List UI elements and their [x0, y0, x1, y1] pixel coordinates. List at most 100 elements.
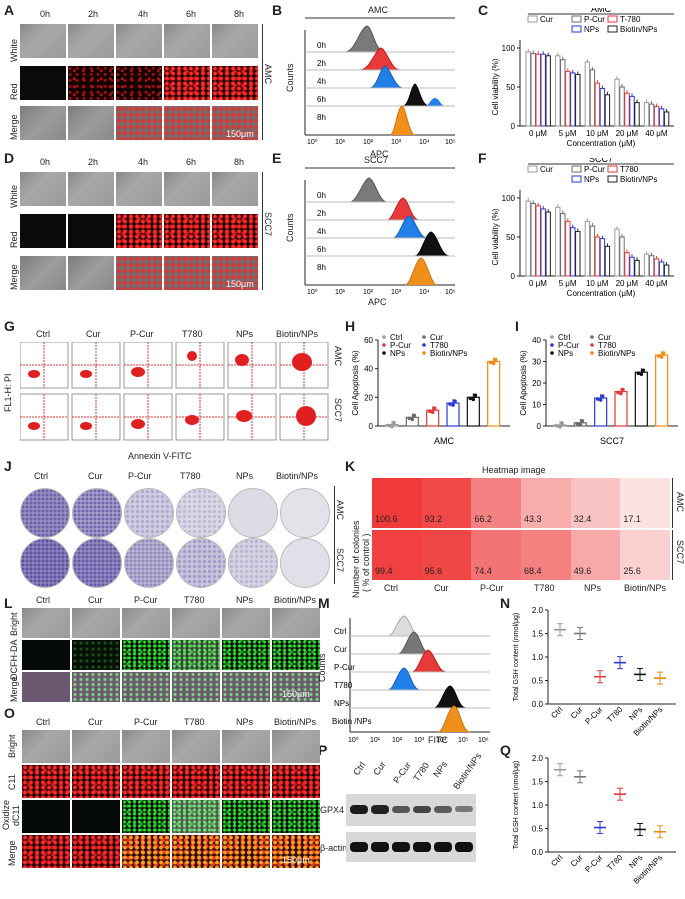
- heatmap-cell: 17.1: [620, 478, 671, 528]
- panel-b-row-label: 8h: [317, 113, 326, 122]
- panel-letter-i: I: [515, 318, 519, 334]
- panel-letter-m: M: [318, 595, 330, 611]
- panel-p-band-label: β-actin: [320, 843, 348, 853]
- bar: [594, 397, 608, 427]
- panel-o-image: [22, 730, 70, 763]
- legend-swatch: [571, 25, 582, 33]
- y-tick-label: 50: [506, 233, 515, 242]
- x-tick-label: P-Cur: [583, 705, 604, 726]
- data-point: [555, 424, 559, 428]
- panel-l-image: [172, 608, 220, 638]
- y-tick-label: 100: [502, 194, 516, 203]
- panel-e-xlabel: APC: [368, 297, 387, 307]
- data-point: [493, 357, 498, 362]
- panel-l-row-label: DCFH-DA: [9, 639, 19, 681]
- legend-swatch: [607, 175, 618, 183]
- panel-o-image: [72, 800, 120, 833]
- bar: [525, 200, 531, 277]
- panel-k-group-label: P-Cur: [480, 583, 504, 593]
- panel-letter-b: B: [272, 2, 283, 18]
- blot-band: [371, 842, 389, 852]
- panel-d-scale: 150μm: [226, 279, 254, 289]
- panel-l-image: [72, 608, 120, 638]
- x-tick-label: 5 μM: [559, 279, 577, 288]
- panel-o-group-label: P-Cur: [134, 717, 158, 727]
- panel-d-image: [212, 172, 258, 206]
- data-point: [616, 390, 620, 395]
- panel-g-grid: [20, 342, 329, 441]
- panel-l-image: [72, 640, 120, 670]
- blot-band: [455, 806, 473, 812]
- bar: [624, 92, 630, 127]
- panel-d-image: [20, 172, 66, 206]
- panel-a-image: [164, 106, 210, 140]
- bar: [604, 245, 611, 277]
- x-tick-label: 40 μM: [645, 279, 668, 288]
- panel-g-xlabel: Annexin V-FITC: [128, 451, 192, 461]
- data-point: [558, 425, 562, 429]
- panel-m-tick: 10³: [414, 737, 425, 744]
- legend-swatch: [422, 351, 426, 355]
- panel-j-group-label: Biotin/NPs: [276, 471, 319, 481]
- panel-m-tick: 10²: [392, 737, 403, 744]
- y-axis-label: Cell Apoptosis (%): [519, 350, 528, 416]
- panel-m-tick: 10¹: [370, 737, 381, 744]
- x-tick-label: Ctrl: [549, 705, 564, 720]
- data-point: [598, 398, 603, 402]
- legend-label: NPs: [584, 175, 599, 184]
- panel-d-image: [116, 214, 162, 248]
- blot-band: [413, 806, 431, 813]
- panel-b-flow: 0h 2h 4h 6h 8h 10⁰ 10¹ 10² 10³ 10⁴ 10⁵: [304, 17, 456, 146]
- panel-p-lane-label: Biotin/NPs: [451, 750, 484, 792]
- panel-d-time-8h: 8h: [234, 157, 245, 167]
- panel-b-tick: 10⁴: [419, 139, 430, 146]
- bar: [629, 95, 635, 127]
- bar: [653, 106, 660, 127]
- legend-label: Cur: [598, 333, 611, 342]
- panel-e-row-label: 6h: [317, 245, 326, 254]
- panel-j-dish: [176, 488, 226, 538]
- y-axis-label: Cell Apoptosis (%): [351, 350, 360, 416]
- panel-a-image: [68, 24, 114, 58]
- panel-j-bracket: [334, 486, 335, 584]
- panel-a-image: [116, 66, 162, 100]
- panel-b-row-label: 4h: [317, 77, 326, 86]
- panel-d-image: [212, 256, 258, 290]
- panel-p-blot-actin: [346, 832, 476, 862]
- legend-label: T780: [598, 341, 617, 350]
- bar: [594, 236, 601, 277]
- panel-a-image: [68, 106, 114, 140]
- blot-band: [392, 842, 410, 852]
- panel-m-hist-pcur: [411, 649, 447, 673]
- legend-label: Cur: [540, 15, 553, 24]
- panel-d-bracket: [262, 172, 263, 290]
- panel-d-image: [212, 214, 258, 248]
- panel-j-row-scc7: SCC7: [335, 548, 345, 573]
- panel-e-hist-0h: [349, 177, 388, 203]
- x-tick-label: P-Cur: [583, 853, 604, 874]
- panel-d-row-white: White: [9, 184, 19, 208]
- panel-b-tick: 10⁵: [445, 139, 456, 146]
- panel-j-dish: [72, 538, 122, 588]
- data-point: [471, 397, 476, 402]
- panel-letter-p: P: [318, 742, 328, 758]
- panel-j-group-label: Ctrl: [34, 471, 48, 481]
- bar: [614, 228, 620, 277]
- panel-e-tick: 10⁵: [445, 289, 456, 296]
- x-tick-label: NPs: [627, 853, 644, 870]
- blot-band: [455, 842, 473, 852]
- panel-g-row-scc7: SCC7: [333, 398, 343, 423]
- panel-j-group-label: T780: [180, 471, 201, 481]
- panel-e-flow: 0h 2h 4h 6h 8h 10⁰ 10¹ 10² 10³ 10⁴ 10⁵: [304, 167, 456, 296]
- panel-d-image: [68, 172, 114, 206]
- panel-j-dish: [20, 538, 70, 588]
- panel-e-hist-8h: [404, 257, 438, 286]
- legend-swatch: [527, 15, 538, 23]
- panel-g-group-label: Ctrl: [36, 329, 50, 339]
- panel-a-row-red: Red: [9, 83, 19, 100]
- panel-g-plot: [20, 342, 329, 441]
- panel-l-image: [22, 672, 70, 702]
- panel-o-row-label: Oxidize: [1, 799, 11, 830]
- panel-letter-f: F: [478, 150, 487, 166]
